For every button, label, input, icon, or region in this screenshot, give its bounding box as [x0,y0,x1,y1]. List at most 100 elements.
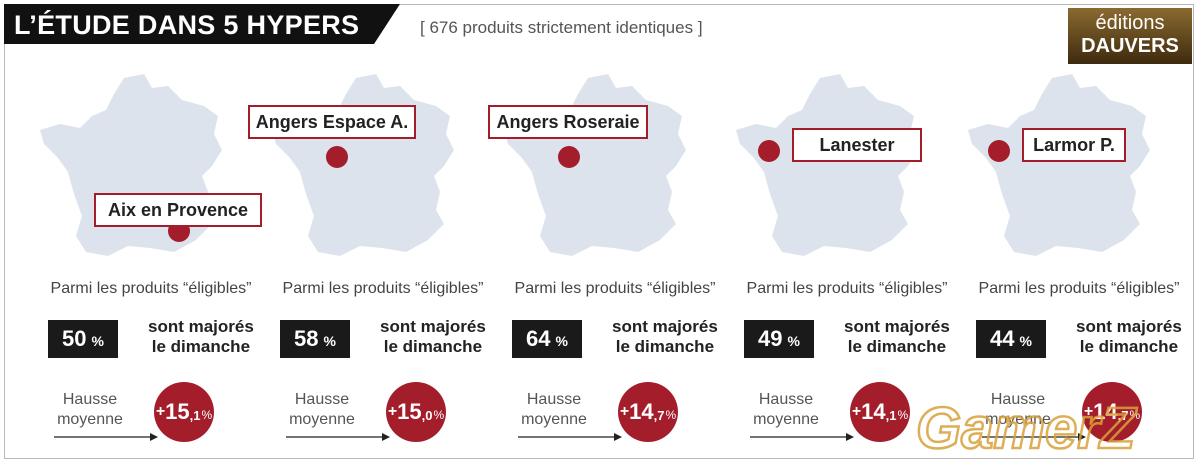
hausse-label: Hausse moyenne [976,390,1060,430]
increase-int: 15 [397,399,422,424]
hausse-line-2: moyenne [753,411,819,428]
store-name: Angers Espace A. [248,105,416,139]
majores-label: sont majorés le dimanche [148,317,254,357]
france-map [736,74,918,256]
publisher-logo: éditions DAUVERS [1068,8,1192,64]
increase-sign: + [619,403,630,420]
store-panel: Larmor P. Parmi les produits “éligibles”… [964,0,1194,465]
percent-box: 64 % [512,320,582,358]
percent-value: 44 [990,326,1015,351]
increase-unit: % [433,408,445,422]
percent-unit: % [323,333,336,349]
store-name: Aix en Provence [94,193,262,227]
majores-line-1: sont majorés [612,317,718,336]
arrow-icon [982,433,1086,441]
increase-unit: % [665,408,677,422]
page-title: L’ÉTUDE DANS 5 HYPERS [14,10,360,40]
majores-line-2: le dimanche [1079,337,1179,356]
hausse-line-2: moyenne [57,411,123,428]
percent-box: 44 % [976,320,1046,358]
store-name: Angers Roseraie [488,105,648,139]
hausse-line-2: moyenne [521,411,587,428]
increase-int: 15 [165,399,190,424]
majores-label: sont majorés le dimanche [844,317,950,357]
percent-value: 58 [294,326,319,351]
store-panel: Angers Roseraie Parmi les produits “élig… [488,0,730,465]
watermark-text: GamerZ [916,396,1138,461]
store-location-marker [326,146,348,168]
eligible-text: Parmi les produits “éligibles” [978,280,1180,297]
increase-int: 14 [629,399,654,424]
arrow-icon [750,433,854,441]
store-name: Larmor P. [1022,128,1126,162]
france-map [504,74,686,256]
logo-line-2: DAUVERS [1081,35,1179,57]
store-location-marker [558,146,580,168]
hausse-line-1: Hausse [294,391,350,408]
increase-badge: + 14 ,7 % [618,382,678,442]
france-map [272,74,454,256]
increase-int: 14 [861,399,886,424]
increase-unit: % [1129,408,1141,422]
increase-dec: ,0 [421,407,433,423]
hausse-line-1: Hausse [758,391,814,408]
title-banner-shape [4,4,400,44]
store-location-marker [988,140,1010,162]
hausse-label: Hausse moyenne [280,390,364,430]
majores-line-2: le dimanche [151,337,251,356]
majores-label: sont majorés le dimanche [1076,317,1182,357]
majores-label: sont majorés le dimanche [612,317,718,357]
percent-box: 49 % [744,320,814,358]
arrow-icon [286,433,390,441]
hausse-line-1: Hausse [990,391,1046,408]
hausse-line-1: Hausse [62,391,118,408]
percent-value: 64 [526,326,551,351]
store-panel: Aix en Provence Parmi les produits “élig… [36,0,266,465]
watermark-logo: GamerZ [915,395,1139,462]
majores-line-2: le dimanche [615,337,715,356]
percent-box: 50 % [48,320,118,358]
logo-line-1: éditions [1095,12,1165,34]
majores-label: sont majorés le dimanche [380,317,486,357]
percent-unit: % [787,333,800,349]
majores-line-1: sont majorés [380,317,486,336]
increase-sign: + [1083,403,1094,420]
eligible-text: Parmi les produits “éligibles” [282,280,484,297]
france-map [968,74,1150,256]
title-banner: L’ÉTUDE DANS 5 HYPERS [4,4,404,44]
hausse-label: Hausse moyenne [512,390,596,430]
eligible-text: Parmi les produits “éligibles” [746,280,948,297]
increase-unit: % [201,408,213,422]
percent-box: 58 % [280,320,350,358]
majores-line-1: sont majorés [1076,317,1182,336]
majores-line-1: sont majorés [148,317,254,336]
increase-dec: ,7 [1117,407,1129,423]
increase-sign: + [155,403,166,420]
increase-unit: % [897,408,909,422]
store-location-marker [758,140,780,162]
store-name: Lanester [792,128,922,162]
infographic-frame [4,4,1194,459]
page-subtitle: [ 676 produits strictement identiques ] [420,18,703,37]
increase-badge: + 15 ,1 % [154,382,214,442]
increase-int: 14 [1093,399,1118,424]
arrow-icon [54,433,158,441]
majores-line-2: le dimanche [847,337,947,356]
increase-dec: ,7 [653,407,665,423]
increase-badge: + 14 ,1 % [850,382,910,442]
increase-badge: + 14 ,7 % [1082,382,1142,442]
percent-unit: % [91,333,104,349]
hausse-label: Hausse moyenne [744,390,828,430]
france-map [40,74,222,256]
majores-line-1: sont majorés [844,317,950,336]
arrow-icon [518,433,622,441]
increase-dec: ,1 [885,407,897,423]
increase-dec: ,1 [189,407,201,423]
percent-unit: % [555,333,568,349]
increase-sign: + [387,403,398,420]
store-panel: Angers Espace A. Parmi les produits “éli… [248,0,498,465]
hausse-line-2: moyenne [289,411,355,428]
increase-badge: + 15 ,0 % [386,382,446,442]
hausse-label: Hausse moyenne [48,390,132,430]
majores-line-2: le dimanche [383,337,483,356]
